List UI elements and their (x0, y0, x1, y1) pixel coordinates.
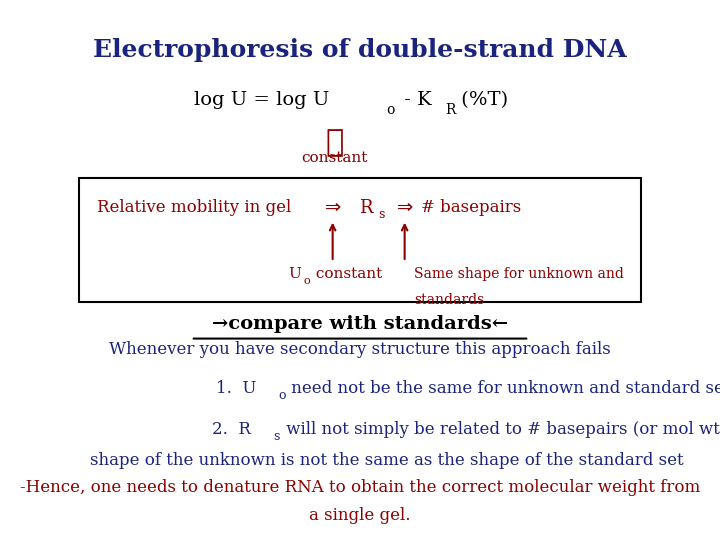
Text: ⇒: ⇒ (325, 198, 341, 218)
Text: ⇒: ⇒ (397, 198, 413, 218)
Text: need not be the same for unknown and standard set: need not be the same for unknown and sta… (286, 380, 720, 397)
Text: # basepairs: # basepairs (421, 199, 521, 217)
Text: constant: constant (311, 267, 382, 281)
Text: ⏟: ⏟ (325, 129, 344, 158)
Text: →compare with standards←: →compare with standards← (212, 315, 508, 333)
Text: o: o (304, 276, 310, 286)
Text: Relative mobility in gel: Relative mobility in gel (97, 199, 292, 217)
Text: log U = log U: log U = log U (194, 91, 330, 109)
Text: will not simply be related to # basepairs (or mol wt) if the: will not simply be related to # basepair… (281, 421, 720, 438)
Text: R: R (359, 199, 372, 217)
Text: U: U (288, 267, 301, 281)
Text: standards: standards (414, 293, 485, 307)
Text: s: s (274, 430, 280, 443)
Text: a single gel.: a single gel. (310, 507, 410, 524)
Text: o: o (279, 389, 286, 402)
Text: s: s (378, 208, 384, 221)
Text: R: R (445, 103, 455, 117)
Text: Electrophoresis of double-strand DNA: Electrophoresis of double-strand DNA (93, 38, 627, 62)
Text: constant: constant (302, 151, 368, 165)
Text: -Hence, one needs to denature RNA to obtain the correct molecular weight from: -Hence, one needs to denature RNA to obt… (20, 478, 700, 496)
Text: 2.  R: 2. R (212, 421, 251, 438)
Text: 1.  U: 1. U (216, 380, 256, 397)
Text: Whenever you have secondary structure this approach fails: Whenever you have secondary structure th… (109, 341, 611, 359)
Text: o: o (386, 103, 395, 117)
Text: Same shape for unknown and: Same shape for unknown and (414, 267, 624, 281)
Text: - K: - K (398, 91, 432, 109)
Text: shape of the unknown is not the same as the shape of the standard set: shape of the unknown is not the same as … (90, 451, 683, 469)
Text: (%T): (%T) (455, 91, 508, 109)
